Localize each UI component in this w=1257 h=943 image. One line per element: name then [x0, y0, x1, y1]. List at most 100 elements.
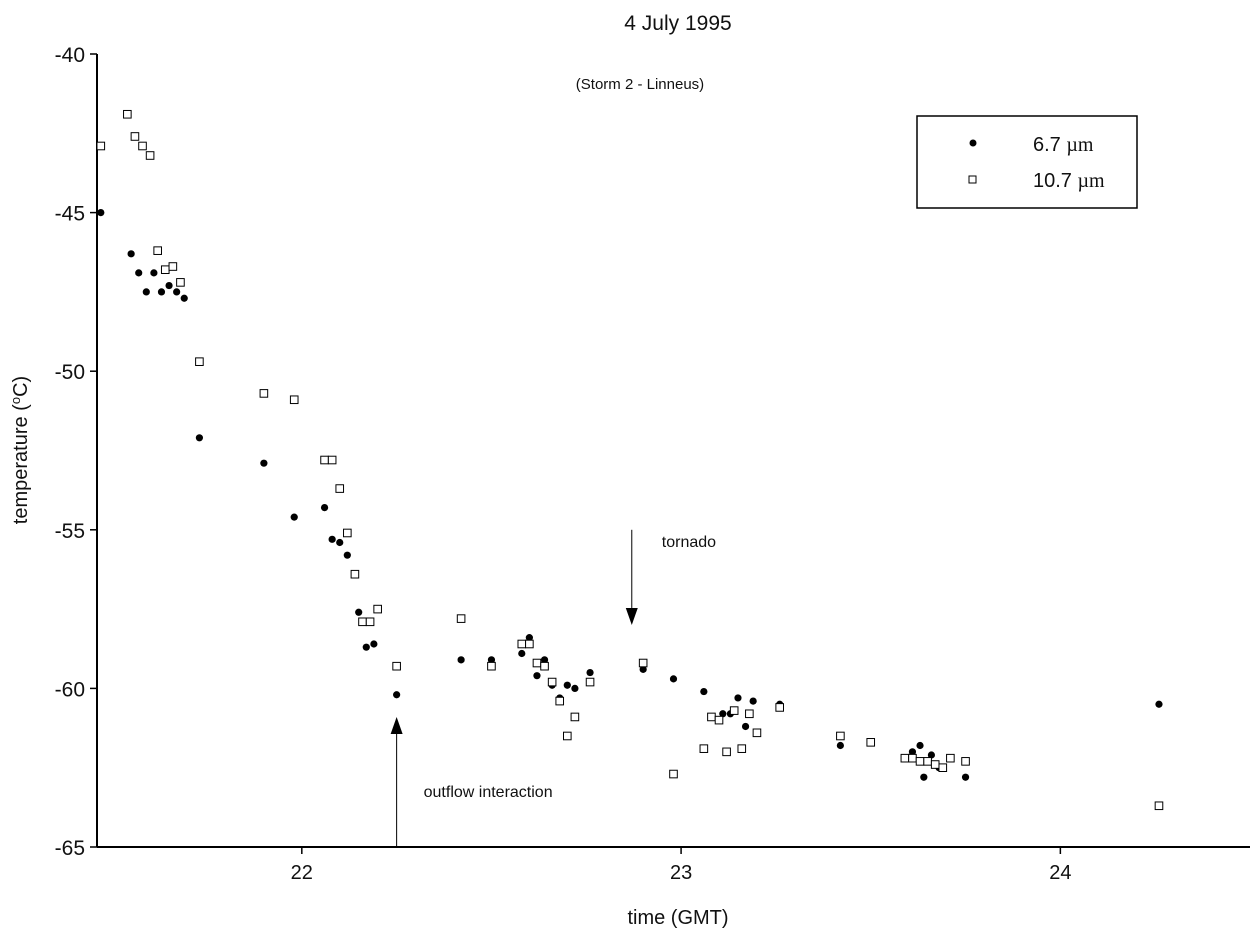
- point-10-7um: [737, 744, 747, 753]
- point-10-7um: [908, 753, 917, 763]
- point-10-7um: [358, 617, 367, 627]
- point-10-7um: [517, 639, 527, 649]
- legend-box: [916, 115, 1138, 209]
- point-6-7um: [533, 672, 541, 680]
- point-10-7um: [900, 753, 910, 763]
- point-6-7um: [741, 722, 750, 731]
- point-6-7um: [1155, 700, 1163, 708]
- point-6-7um: [571, 684, 579, 693]
- point-10-7um: [130, 132, 140, 141]
- chart-title: 4 July 1995: [624, 12, 731, 35]
- point-10-7um: [456, 614, 466, 623]
- point-10-7um: [160, 265, 170, 274]
- point-10-7um: [365, 617, 375, 627]
- point-6-7um: [525, 634, 533, 642]
- point-10-7um: [570, 712, 580, 722]
- point-10-7um: [96, 141, 106, 151]
- point-10-7um: [563, 731, 572, 741]
- x-tick-label: 24: [1049, 862, 1071, 884]
- point-10-7um: [176, 278, 185, 287]
- point-6-7um: [669, 675, 678, 683]
- point-10-7um: [350, 569, 360, 579]
- point-6-7um: [142, 288, 150, 296]
- point-6-7um: [749, 697, 757, 705]
- y-axis-label: temperature (oC): [8, 376, 32, 524]
- point-10-7um: [923, 757, 932, 766]
- axis-ticks: -40 -45 -50 -55 -60 -65 22 23 24: [55, 44, 1072, 884]
- point-10-7um: [373, 604, 382, 614]
- point-10-7um: [540, 661, 549, 671]
- point-10-7um: [259, 389, 269, 398]
- legend-label-6-7: 6.7 µm: [1033, 134, 1094, 156]
- y-tick-label: -55: [55, 520, 85, 543]
- point-6-7um: [540, 656, 549, 664]
- y-tick-label: -65: [55, 837, 85, 860]
- point-6-7um: [908, 748, 917, 756]
- x-tick-label: 22: [291, 862, 313, 884]
- point-10-7um: [722, 747, 731, 757]
- point-6-7um: [343, 551, 351, 559]
- plot-area: -40 -45 -50 -55 -60 -65 22 23 24 tornado outflow …: [55, 44, 1250, 884]
- legend-label-10-7: 10.7 µm: [1033, 170, 1105, 192]
- point-10-7um: [335, 484, 345, 493]
- point-10-7um: [669, 769, 678, 779]
- point-10-7um: [775, 703, 784, 712]
- point-6-7um: [370, 640, 378, 648]
- point-6-7um: [487, 656, 496, 664]
- point-6-7um: [290, 513, 298, 521]
- point-6-7um: [700, 687, 708, 696]
- y-tick-label: -40: [55, 44, 85, 67]
- point-10-7um: [145, 151, 155, 160]
- point-6-7um: [336, 538, 344, 547]
- point-6-7um: [362, 643, 370, 651]
- point-6-7um: [135, 269, 143, 277]
- point-10-7um: [638, 658, 648, 668]
- point-6-7um: [836, 741, 844, 750]
- point-6-7um: [150, 269, 158, 277]
- point-6-7um: [320, 503, 329, 512]
- point-10-7um: [707, 712, 716, 722]
- point-6-7um: [97, 209, 105, 217]
- data-points: [96, 109, 1164, 811]
- legend-marker-6-7: [969, 139, 977, 147]
- point-10-7um: [930, 760, 940, 769]
- annotations: tornado outflow interaction: [390, 529, 716, 847]
- y-tick-label: -50: [55, 361, 85, 384]
- point-6-7um: [195, 434, 204, 442]
- x-axis-label: time (GMT): [627, 907, 728, 929]
- point-10-7um: [153, 246, 162, 255]
- point-6-7um: [916, 741, 924, 750]
- point-6-7um: [961, 773, 970, 781]
- point-6-7um: [157, 288, 166, 296]
- point-10-7um: [714, 715, 724, 725]
- legend: 6.7 µm 10.7 µm: [916, 115, 1138, 209]
- point-6-7um: [393, 691, 401, 699]
- point-10-7um: [525, 639, 534, 649]
- point-10-7um: [123, 109, 132, 119]
- point-6-7um: [165, 281, 173, 290]
- point-6-7um: [457, 656, 465, 664]
- point-6-7um: [180, 294, 188, 302]
- point-6-7um: [173, 288, 181, 296]
- point-6-7um: [518, 649, 526, 658]
- point-6-7um: [734, 694, 742, 702]
- point-10-7um: [195, 357, 204, 366]
- point-6-7um: [563, 681, 571, 689]
- point-10-7um: [915, 757, 925, 766]
- point-6-7um: [927, 751, 936, 759]
- point-10-7um: [729, 706, 739, 715]
- point-10-7um: [752, 728, 762, 738]
- point-10-7um: [168, 262, 178, 271]
- point-6-7um: [127, 250, 135, 258]
- point-10-7um: [585, 677, 595, 687]
- point-10-7um: [866, 738, 876, 747]
- point-6-7um: [260, 459, 268, 467]
- point-10-7um: [320, 455, 329, 465]
- point-6-7um: [920, 773, 928, 781]
- point-6-7um: [639, 665, 647, 673]
- legend-marker-10-7: [968, 175, 977, 184]
- point-6-7um: [355, 608, 363, 616]
- point-10-7um: [1154, 801, 1164, 811]
- y-tick-label: -60: [55, 678, 85, 701]
